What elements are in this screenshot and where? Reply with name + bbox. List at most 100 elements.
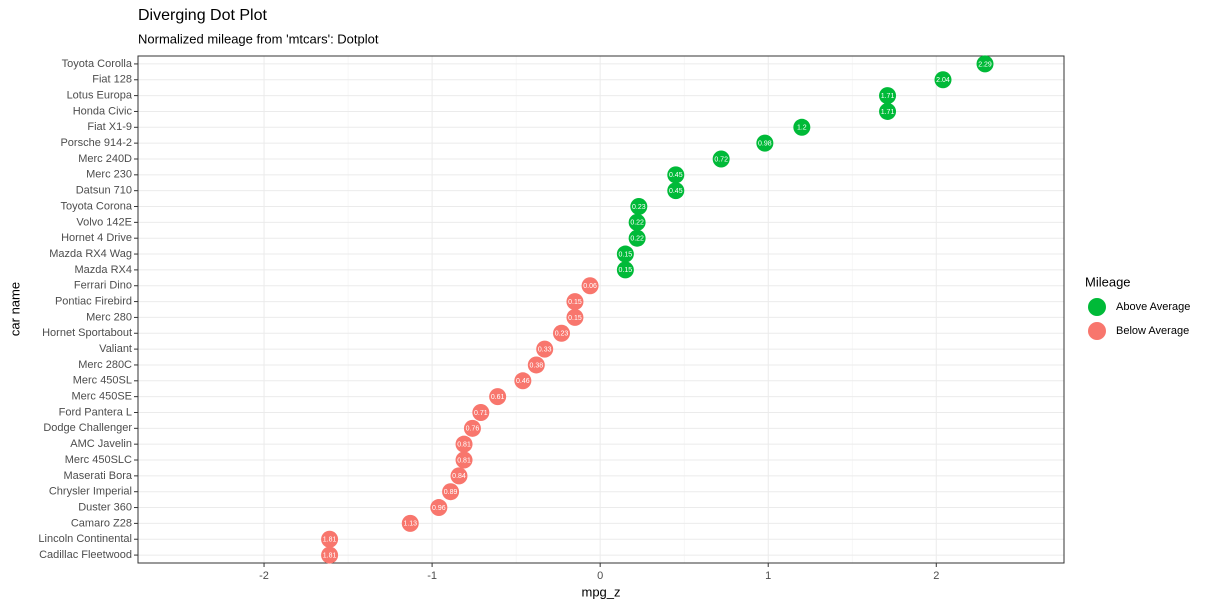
y-tick-label: AMC Javelin — [70, 438, 132, 450]
dot-label: 0.38 — [529, 362, 543, 369]
y-tick-label: Volvo 142E — [76, 216, 132, 228]
y-tick-label: Toyota Corona — [60, 200, 132, 212]
dot — [442, 483, 460, 501]
dot-label: 0.46 — [516, 378, 530, 385]
x-tick-label: 0 — [597, 570, 603, 582]
dot — [566, 293, 584, 311]
dot — [455, 451, 473, 469]
y-tick-label: Mazda RX4 — [75, 264, 132, 276]
plot-border — [137, 55, 1065, 564]
dot-label: 0.33 — [538, 346, 552, 353]
dot-label: 0.15 — [619, 267, 633, 274]
dot — [566, 308, 584, 326]
dot — [616, 245, 634, 263]
dot-label: 0.15 — [568, 315, 582, 322]
y-tick-label: Porsche 914-2 — [60, 137, 132, 149]
x-tick-label: -1 — [427, 570, 437, 582]
y-tick-label: Merc 240D — [78, 153, 132, 165]
y-tick-label: Fiat 128 — [92, 74, 132, 86]
dot — [793, 118, 811, 136]
y-tick-label: Merc 450SLC — [65, 454, 132, 466]
dot — [527, 356, 545, 374]
legend-label: Above Average — [1116, 301, 1190, 313]
x-tick-label: 2 — [933, 570, 939, 582]
dot — [712, 150, 730, 168]
dot-label: 0.76 — [466, 426, 480, 433]
y-tick-label: Pontiac Firebird — [55, 295, 132, 307]
legend-label: Below Average — [1116, 325, 1189, 337]
y-tick-label: Lincoln Continental — [38, 533, 132, 545]
dot — [463, 419, 481, 437]
dot — [536, 340, 554, 358]
dot — [514, 372, 532, 390]
dot-label: 2.04 — [936, 77, 950, 84]
dot-label: 0.81 — [457, 457, 471, 464]
dot — [934, 71, 952, 89]
dot — [401, 514, 419, 532]
y-tick-label: Merc 450SE — [71, 391, 132, 403]
dot-label: 0.72 — [714, 156, 728, 163]
dot-label: 0.15 — [568, 299, 582, 306]
chart-title: Diverging Dot Plot — [138, 7, 268, 24]
dot-label: 0.45 — [669, 172, 683, 179]
y-tick-label: Chrysler Imperial — [49, 486, 132, 498]
dot-label: 0.06 — [583, 283, 597, 290]
y-tick-label: Datsun 710 — [76, 185, 132, 197]
dot — [879, 87, 897, 105]
y-tick-label: Duster 360 — [78, 501, 132, 513]
y-tick-label: Honda Civic — [73, 105, 133, 117]
y-tick-label: Fiat X1-9 — [87, 121, 132, 133]
dot-label: 0.15 — [619, 251, 633, 258]
x-tick-label: 1 — [765, 570, 771, 582]
y-tick-label: Toyota Corolla — [62, 58, 133, 70]
y-tick-label: Merc 450SL — [73, 375, 132, 387]
legend-key — [1088, 298, 1106, 316]
y-tick-label: Dodge Challenger — [43, 422, 132, 434]
dot-label: 0.98 — [758, 140, 772, 147]
y-tick-label: Merc 230 — [86, 169, 132, 181]
dot — [628, 213, 646, 231]
y-tick-label: Ferrari Dino — [74, 280, 132, 292]
dot-label: 0.22 — [630, 236, 644, 243]
y-tick-label: Valiant — [99, 343, 132, 355]
x-axis-title: mpg_z — [581, 584, 620, 599]
dot — [321, 530, 339, 548]
dot-label: 0.96 — [432, 505, 446, 512]
dot-label: 1.2 — [797, 125, 807, 132]
dot — [472, 403, 490, 421]
dot-label: 1.13 — [403, 521, 417, 528]
y-tick-label: Maserati Bora — [64, 470, 133, 482]
dot-label: 0.23 — [632, 204, 646, 211]
dot — [628, 229, 646, 247]
y-axis-title: car name — [7, 282, 22, 336]
dot — [976, 55, 994, 73]
dot — [455, 435, 473, 453]
dot — [616, 261, 634, 279]
dot — [430, 499, 448, 517]
dot — [450, 467, 468, 485]
dot — [630, 198, 648, 216]
dot-label: 1.71 — [881, 109, 895, 116]
dot — [321, 546, 339, 564]
dot — [879, 102, 897, 120]
y-tick-label: Merc 280 — [86, 311, 132, 323]
y-tick-label: Merc 280C — [78, 359, 132, 371]
dot — [581, 277, 599, 295]
dot — [667, 166, 685, 184]
dot-label: 0.61 — [491, 394, 505, 401]
dot — [756, 134, 774, 152]
y-tick-label: Mazda RX4 Wag — [49, 248, 132, 260]
dot-label: 0.81 — [457, 442, 471, 449]
dot-label: 0.22 — [630, 220, 644, 227]
dot-label: 0.71 — [474, 410, 488, 417]
dot-label: 2.29 — [978, 61, 992, 68]
y-tick-label: Hornet 4 Drive — [61, 232, 132, 244]
y-tick-label: Ford Pantera L — [59, 406, 132, 418]
y-tick-label: Camaro Z28 — [71, 517, 132, 529]
dot-label: 0.84 — [452, 473, 466, 480]
y-tick-label: Lotus Europa — [67, 90, 133, 102]
chart-subtitle: Normalized mileage from 'mtcars': Dotplo… — [138, 31, 379, 46]
dot — [667, 182, 685, 200]
dot-label: 1.81 — [323, 537, 337, 544]
